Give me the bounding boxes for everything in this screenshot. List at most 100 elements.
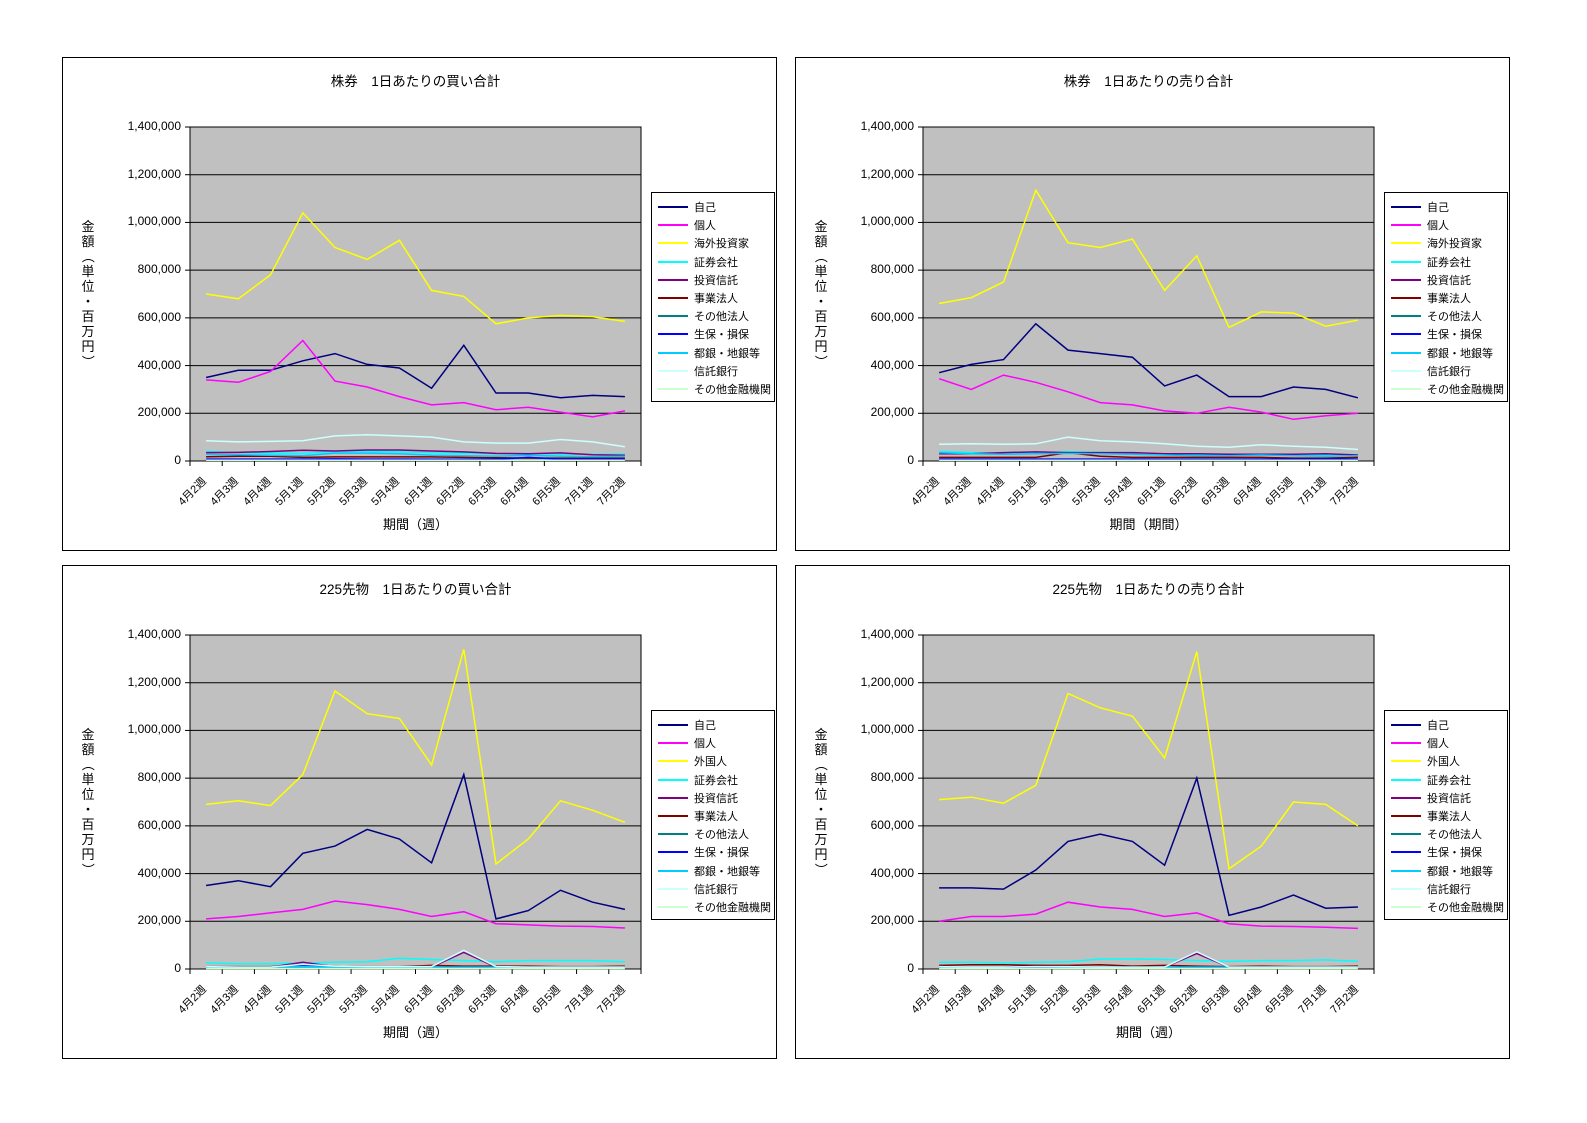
y-axis-title: 金額（単位・百万円）: [812, 727, 830, 877]
legend-line-sample: [658, 297, 688, 300]
y-axis-title-char: 単: [81, 264, 95, 279]
legend-label: 証券会社: [1427, 774, 1471, 787]
legend-item: 自己: [1391, 716, 1507, 734]
y-axis-title-char: 額: [81, 742, 95, 757]
series-line-5: [939, 451, 1358, 459]
legend-item: 個人: [658, 216, 774, 234]
legend-item: 生保・損保: [1391, 843, 1507, 861]
legend-label: その他法人: [694, 311, 749, 324]
legend-item: 個人: [658, 734, 774, 752]
series-line-7: [206, 456, 625, 461]
x-axis-title: 期間（期間）: [1109, 517, 1188, 532]
legend-label: 投資信託: [1427, 792, 1471, 805]
legend-label: 投資信託: [694, 274, 738, 287]
y-tick-label: 600,000: [870, 309, 914, 324]
chart-panel-futures-sell: 225先物 1日あたりの売り合計 金額（単位・百万円） 期間（週） 自己 個人 外国…: [795, 565, 1510, 1059]
legend-line-sample: [1391, 333, 1421, 336]
y-axis-title-char: 百: [81, 817, 95, 832]
legend-label: 都銀・地銀等: [1427, 865, 1493, 878]
legend-line-sample: [658, 815, 688, 818]
legend-label: 事業法人: [1427, 293, 1471, 306]
legend-label: 個人: [694, 220, 716, 233]
y-axis-title: 金額（単位・百万円）: [79, 219, 97, 369]
y-tick-label: 0: [174, 453, 181, 467]
series-line-1: [206, 900, 625, 929]
plot-background: [922, 126, 1375, 462]
legend-line-sample: [658, 760, 688, 763]
legend-line-sample: [1391, 297, 1421, 300]
legend-line-sample: [1391, 260, 1421, 263]
y-axis-title-char: 単: [814, 264, 828, 279]
legend-line-sample: [658, 851, 688, 854]
legend-line-sample: [1391, 387, 1421, 390]
legend-item: 海外投資家: [658, 234, 774, 252]
legend-label: その他金融機関: [1427, 383, 1504, 396]
chart-title: 株券 1日あたりの買い合計: [330, 74, 501, 89]
legend-item: 投資信託: [658, 271, 774, 289]
y-axis-title-char: 額: [814, 234, 828, 249]
legend-line-sample: [1391, 905, 1421, 908]
legend-label: 事業法人: [694, 293, 738, 306]
y-axis-title: 金額（単位・百万円）: [79, 727, 97, 877]
legend-item: 生保・損保: [658, 843, 774, 861]
y-axis-title: 金額（単位・百万円）: [812, 219, 830, 369]
x-axis-title: 期間（週）: [382, 517, 448, 532]
legend-item: 信託銀行: [1391, 880, 1507, 898]
y-tick-label: 800,000: [870, 262, 914, 277]
y-axis-title-char: 金: [814, 219, 828, 234]
series-line-0: [205, 344, 625, 399]
y-tick-label: 400,000: [137, 357, 181, 372]
legend-label: 海外投資家: [694, 238, 749, 251]
series-line-2: [939, 651, 1359, 871]
legend-line-sample: [658, 724, 688, 727]
series-line-9: [206, 434, 626, 448]
plot-area: [185, 126, 642, 466]
legend-line-sample: [1391, 833, 1421, 836]
legend-line-sample: [658, 333, 688, 336]
legend-line-sample: [1391, 887, 1421, 890]
legend-item: 都銀・地銀等: [658, 344, 774, 362]
legend-label: 信託銀行: [694, 365, 738, 378]
legend-item: 証券会社: [658, 253, 774, 271]
y-axis-title-char: 金: [81, 219, 95, 234]
legend-label: 証券会社: [1427, 256, 1471, 269]
legend-item: 投資信託: [1391, 789, 1507, 807]
y-tick-label: 200,000: [137, 913, 181, 928]
legend-line-sample: [658, 369, 688, 372]
legend-label: 投資信託: [1427, 274, 1471, 287]
legend-item: 信託銀行: [658, 362, 774, 380]
legend-item: 都銀・地銀等: [1391, 344, 1507, 362]
legend-line-sample: [658, 206, 688, 209]
series-line-0: [205, 771, 626, 920]
legend-line-sample: [658, 796, 688, 799]
legend-item: 自己: [1391, 198, 1507, 216]
legend-item: 信託銀行: [658, 880, 774, 898]
y-tick-label: 0: [907, 961, 914, 975]
y-axis-title-char: ・: [81, 802, 95, 817]
legend-label: その他法人: [694, 829, 749, 842]
legend-line-sample: [1391, 278, 1421, 281]
legend-label: その他法人: [1427, 829, 1482, 842]
series-line-3: [206, 450, 625, 456]
y-tick-label: 1,200,000: [127, 674, 181, 689]
legend-item: 事業法人: [1391, 289, 1507, 307]
series-line-9: [206, 949, 625, 968]
y-axis-title-char: 百: [814, 309, 828, 324]
y-axis-title-char: 金: [814, 727, 828, 742]
legend-item: 海外投資家: [1391, 234, 1507, 252]
series-line-3: [939, 958, 1358, 964]
legend-item: その他法人: [658, 825, 774, 843]
legend-label: 自己: [694, 720, 716, 733]
y-axis-title-char: 万: [81, 324, 95, 339]
chart-panel-stock-buy: 株券 1日あたりの買い合計 金額（単位・百万円） 期間（週） 自己 個人 海外投資家…: [62, 57, 777, 551]
y-tick-label: 1,000,000: [860, 722, 914, 737]
legend-item: 投資信託: [1391, 271, 1507, 289]
chart-title: 株券 1日あたりの売り合計: [1063, 74, 1234, 89]
legend-item: 生保・損保: [658, 325, 774, 343]
legend-item: 自己: [658, 716, 774, 734]
y-tick-label: 200,000: [870, 405, 914, 420]
legend-line-sample: [1391, 724, 1421, 727]
y-axis-title-char: 万: [81, 832, 95, 847]
legend-item: 証券会社: [658, 771, 774, 789]
